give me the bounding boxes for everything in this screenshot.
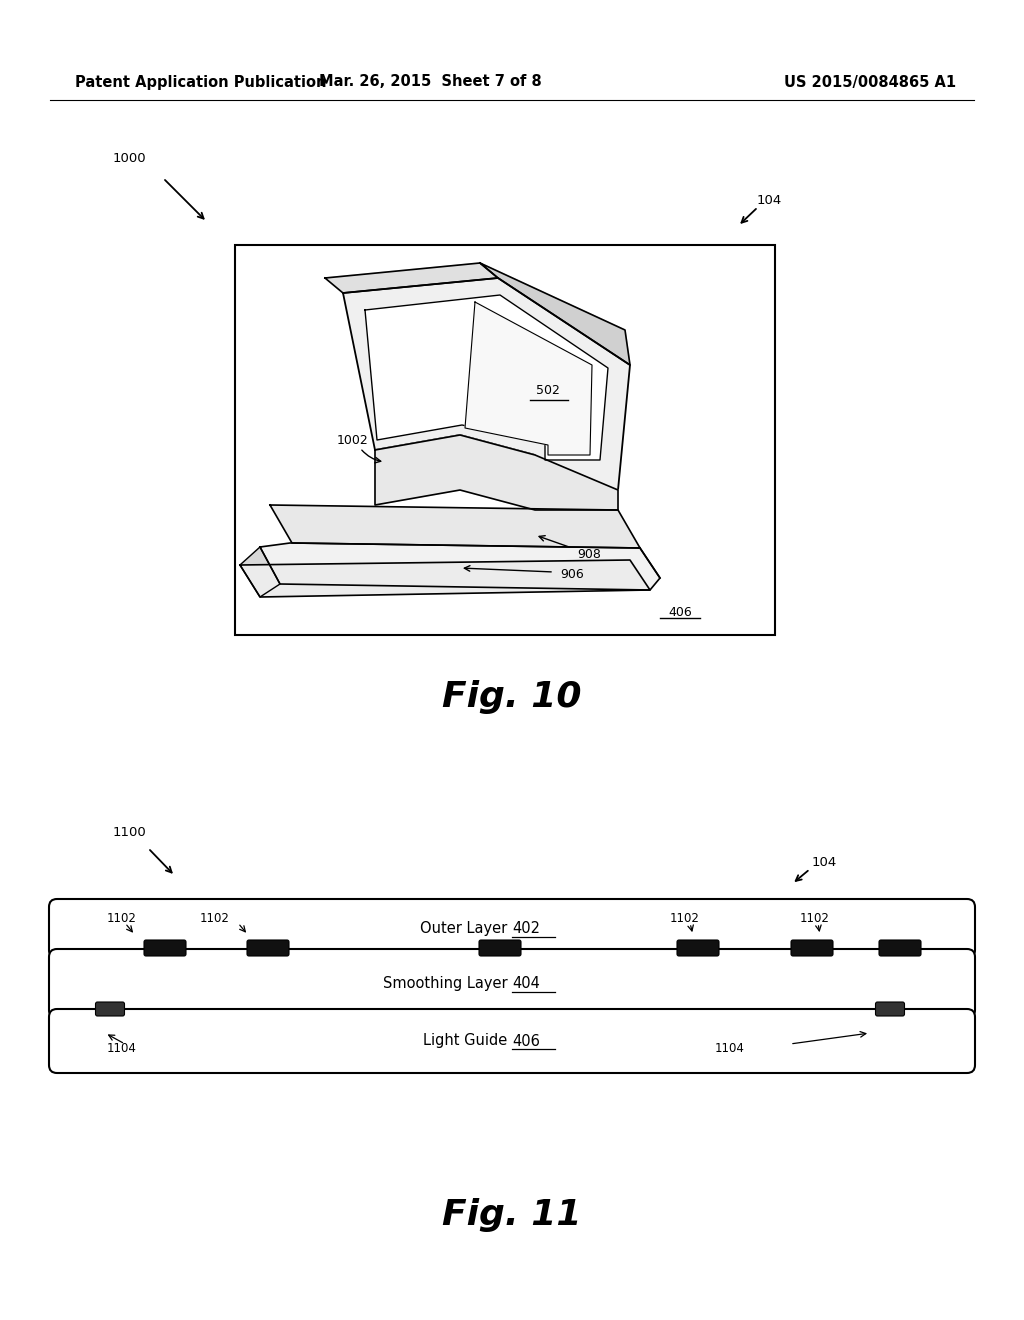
Text: 1102: 1102 [800, 912, 829, 925]
Text: Fig. 11: Fig. 11 [442, 1199, 582, 1232]
Text: Fig. 10: Fig. 10 [442, 680, 582, 714]
Text: 1104: 1104 [106, 1043, 137, 1056]
Text: Outer Layer: Outer Layer [420, 921, 512, 936]
FancyBboxPatch shape [479, 940, 521, 956]
Text: 406: 406 [668, 606, 692, 619]
Text: 104: 104 [757, 194, 782, 206]
Polygon shape [375, 436, 618, 510]
FancyBboxPatch shape [247, 940, 289, 956]
FancyBboxPatch shape [49, 899, 975, 958]
Polygon shape [365, 294, 608, 459]
Text: 906: 906 [560, 569, 584, 582]
FancyBboxPatch shape [49, 1008, 975, 1073]
Polygon shape [270, 506, 640, 548]
Text: 404: 404 [512, 975, 540, 991]
Text: Light Guide: Light Guide [423, 1034, 512, 1048]
FancyBboxPatch shape [144, 940, 186, 956]
Text: 104: 104 [812, 855, 838, 869]
Text: 1104: 1104 [715, 1043, 744, 1056]
Text: 402: 402 [512, 921, 540, 936]
Bar [234, 246, 775, 635]
Text: 1000: 1000 [113, 152, 146, 165]
Polygon shape [240, 546, 280, 597]
Text: 908: 908 [577, 549, 601, 561]
Polygon shape [240, 560, 650, 597]
Polygon shape [465, 302, 592, 455]
FancyBboxPatch shape [677, 940, 719, 956]
FancyBboxPatch shape [791, 940, 833, 956]
Text: US 2015/0084865 A1: US 2015/0084865 A1 [784, 74, 956, 90]
FancyBboxPatch shape [876, 1002, 904, 1016]
Text: 1100: 1100 [113, 825, 146, 838]
Polygon shape [343, 279, 630, 490]
Text: Patent Application Publication: Patent Application Publication [75, 74, 327, 90]
Text: 406: 406 [512, 1034, 540, 1048]
Text: 1002: 1002 [337, 433, 369, 446]
Text: Mar. 26, 2015  Sheet 7 of 8: Mar. 26, 2015 Sheet 7 of 8 [318, 74, 542, 90]
Text: 1102: 1102 [106, 912, 137, 925]
Polygon shape [325, 263, 498, 293]
FancyBboxPatch shape [49, 949, 975, 1018]
Polygon shape [480, 263, 630, 366]
FancyBboxPatch shape [95, 1002, 125, 1016]
Text: 1102: 1102 [200, 912, 229, 925]
Text: 1102: 1102 [670, 912, 699, 925]
Text: 502: 502 [536, 384, 560, 396]
Polygon shape [260, 543, 660, 590]
FancyBboxPatch shape [879, 940, 921, 956]
Text: Smoothing Layer: Smoothing Layer [383, 975, 512, 991]
